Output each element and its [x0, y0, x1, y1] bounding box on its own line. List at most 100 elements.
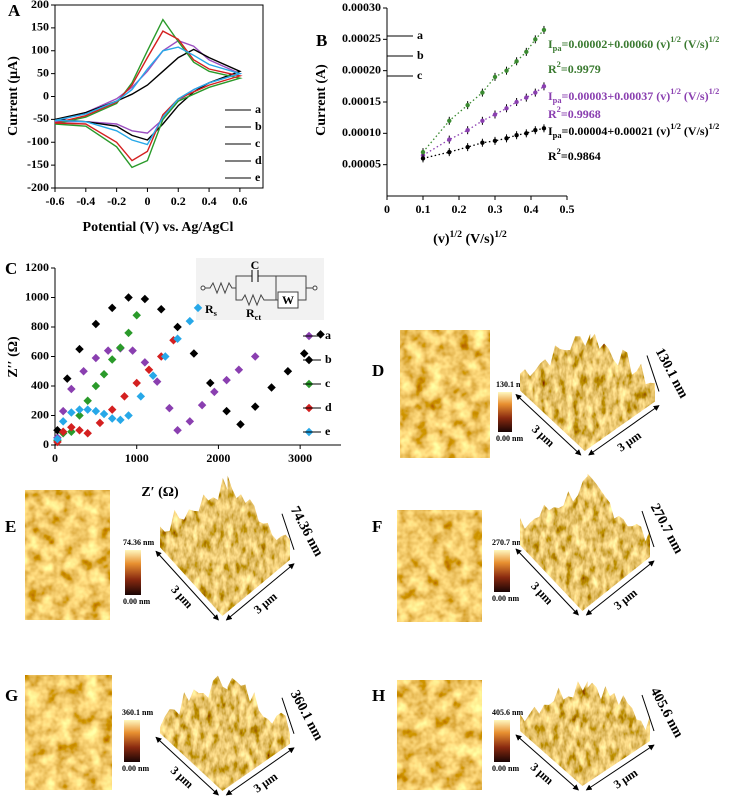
y-tick-label: 1200 — [25, 260, 49, 274]
point — [514, 59, 519, 64]
equation-part: =0.9968 — [561, 107, 601, 121]
point — [173, 334, 182, 344]
equation-part: I — [548, 124, 553, 138]
size-axis — [155, 550, 219, 621]
equation-part: 1/2 — [709, 87, 720, 96]
point — [185, 316, 195, 326]
point — [447, 137, 452, 142]
y-tick-label: -50 — [33, 111, 49, 125]
circuit-label: W — [282, 293, 294, 307]
circuit-label: Rct — [246, 306, 261, 322]
x-tick-label: -0.4 — [76, 194, 95, 208]
y-tick-label: 0 — [43, 437, 49, 451]
point — [250, 352, 260, 361]
legend-label: a — [325, 328, 331, 342]
point — [83, 405, 92, 414]
legend-label: a — [417, 28, 423, 42]
point — [480, 118, 485, 124]
x-axis-label: Z′ (Ω) — [141, 485, 179, 500]
equation-part: 1/2 — [709, 35, 720, 44]
y-tick-label: 100 — [31, 43, 49, 57]
x-tick-label: 0.6 — [232, 194, 247, 208]
x-tick-label: 0.1 — [416, 202, 431, 216]
circuit-label-part: s — [214, 309, 218, 318]
x-tick-label: 0 — [144, 194, 150, 208]
x-axis-label-part: (V/s) — [462, 232, 495, 247]
afm-texture — [400, 330, 490, 458]
point — [533, 128, 538, 133]
size-label: 3 μm — [611, 585, 640, 612]
height-label: 405.6 nm — [647, 685, 686, 740]
size-label: 3 μm — [529, 422, 557, 450]
y-tick-label: -100 — [27, 134, 49, 148]
point — [197, 400, 207, 410]
equation-part: pa — [553, 96, 563, 105]
y-tick-label: 150 — [31, 20, 49, 34]
legend-label: c — [255, 136, 261, 150]
point — [116, 415, 125, 425]
legend-label: e — [255, 170, 261, 184]
equation-part: R — [548, 107, 557, 121]
colorbar — [124, 720, 140, 762]
colorbar-min: 0.00 nm — [496, 434, 523, 443]
legend-label: d — [255, 153, 262, 167]
height-label: 130.1 nm — [652, 346, 691, 401]
point — [107, 303, 117, 313]
circuit-label-part: R — [205, 302, 214, 316]
y-tick-label: 0.00010 — [342, 125, 381, 139]
y-tick-label: 0.00015 — [342, 94, 381, 108]
point — [541, 84, 547, 89]
y-tick-label: -200 — [27, 180, 49, 194]
size-axis — [588, 405, 660, 456]
point — [447, 149, 452, 155]
point — [91, 406, 101, 416]
point — [136, 392, 146, 401]
point — [206, 378, 215, 388]
cv-curve — [54, 30, 243, 162]
colorbar-min: 0.00 nm — [123, 597, 150, 606]
equation-part: (V/s) — [681, 37, 709, 51]
point — [514, 99, 519, 105]
height-label: 360.1 nm — [287, 688, 326, 743]
colorbar-max: 360.1 nm — [122, 708, 153, 717]
point — [75, 411, 84, 420]
x-tick-label: 0 — [384, 202, 390, 216]
point — [79, 367, 88, 376]
afm-texture — [25, 675, 112, 790]
point — [83, 428, 92, 438]
point — [120, 392, 129, 401]
y-tick-label: 400 — [31, 378, 49, 392]
legend-label: b — [417, 48, 424, 62]
x-tick-label: 0.2 — [171, 194, 186, 208]
size-label: 3 μm — [168, 583, 196, 612]
y-tick-label: 0.00020 — [342, 62, 381, 76]
y-tick-label: 800 — [31, 319, 49, 333]
point — [107, 405, 117, 414]
equation-part: =0.00002+0.00060 (v) — [562, 37, 671, 51]
fit-line — [422, 127, 545, 160]
x-tick-label: 1000 — [125, 451, 149, 465]
equation: Ipa=0.00004+0.00021 (v)1/2 (V/s)1/2 — [548, 122, 719, 140]
panel-letter: F — [372, 517, 382, 536]
y-tick-label: 0.00030 — [342, 0, 381, 14]
point — [75, 405, 84, 414]
cv-curve — [54, 46, 243, 146]
size-label: 3 μm — [251, 589, 280, 616]
circuit-label-part: R — [246, 306, 255, 320]
point — [165, 403, 174, 413]
size-label: 3 μm — [615, 428, 644, 454]
x-tick-label: 0.3 — [488, 202, 503, 216]
equation-part: I — [548, 89, 553, 103]
size-label: 3 μm — [528, 760, 557, 788]
legend-label: b — [255, 119, 262, 133]
colorbar-max: 270.7 nm — [492, 538, 523, 547]
equation-part: R — [548, 149, 557, 163]
point — [67, 427, 76, 436]
equation-part: =0.9979 — [561, 62, 601, 76]
afm-image — [25, 675, 112, 790]
point — [99, 409, 109, 419]
y-axis-label: Current (A) — [314, 64, 329, 136]
point — [107, 355, 117, 364]
equation: R2=0.9864 — [548, 147, 601, 163]
panel-letter: G — [5, 686, 18, 705]
